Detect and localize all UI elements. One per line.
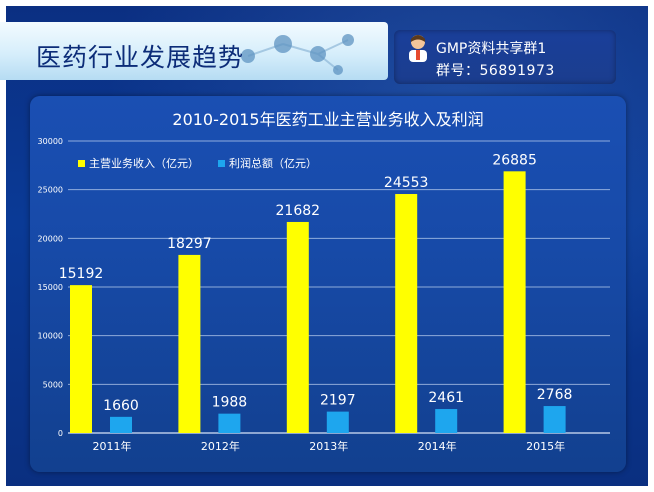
- x-tick-label: 2015年: [526, 439, 565, 453]
- bar: [218, 413, 241, 433]
- x-tick-label: 2014年: [418, 439, 457, 453]
- chart-title: 2010-2015年医药工业主营业务收入及利润: [172, 110, 484, 129]
- legend-entry: 利润总额（亿元）: [229, 156, 317, 170]
- data-label: 1660: [103, 398, 139, 414]
- data-label: 2768: [537, 387, 573, 403]
- bar: [286, 221, 309, 433]
- bar: [110, 416, 132, 433]
- data-label: 2461: [428, 390, 464, 406]
- bar: [503, 171, 526, 433]
- x-tick-label: 2012年: [201, 439, 240, 453]
- y-tick-label: 25000: [38, 186, 63, 195]
- legend-entry: 主营业务收入（亿元）: [89, 156, 199, 170]
- group-id: 群号：56891973: [436, 63, 555, 79]
- y-tick-label: 20000: [38, 234, 63, 243]
- bar: [178, 254, 201, 433]
- y-tick-label: 30000: [38, 137, 63, 146]
- page-title: 医药行业发展趋势: [36, 43, 245, 72]
- data-label: 15192: [59, 266, 104, 282]
- data-label: 18297: [167, 236, 212, 252]
- x-tick-label: 2013年: [309, 439, 348, 453]
- legend-swatch: [218, 160, 225, 167]
- bar: [395, 194, 418, 433]
- bar: [326, 411, 349, 433]
- bar: [435, 409, 458, 433]
- data-label: 21682: [276, 203, 321, 219]
- chart-panel: [30, 96, 626, 472]
- bar: [70, 285, 92, 433]
- y-tick-label: 10000: [38, 332, 63, 341]
- person-icon: [409, 35, 427, 62]
- header-banner: [0, 22, 388, 80]
- y-tick-label: 0: [58, 429, 63, 438]
- data-label: 24553: [384, 175, 429, 191]
- bar: [543, 406, 566, 433]
- data-label: 26885: [492, 152, 537, 168]
- molecule-icon: [241, 34, 354, 75]
- group-panel: [394, 30, 616, 84]
- data-label: 2197: [320, 393, 356, 409]
- legend-swatch: [78, 160, 85, 167]
- x-tick-label: 2011年: [93, 439, 132, 453]
- y-tick-label: 5000: [43, 380, 63, 389]
- data-label: 1988: [212, 395, 248, 411]
- group-name: GMP资料共享群1: [436, 41, 547, 57]
- y-tick-label: 15000: [38, 283, 63, 292]
